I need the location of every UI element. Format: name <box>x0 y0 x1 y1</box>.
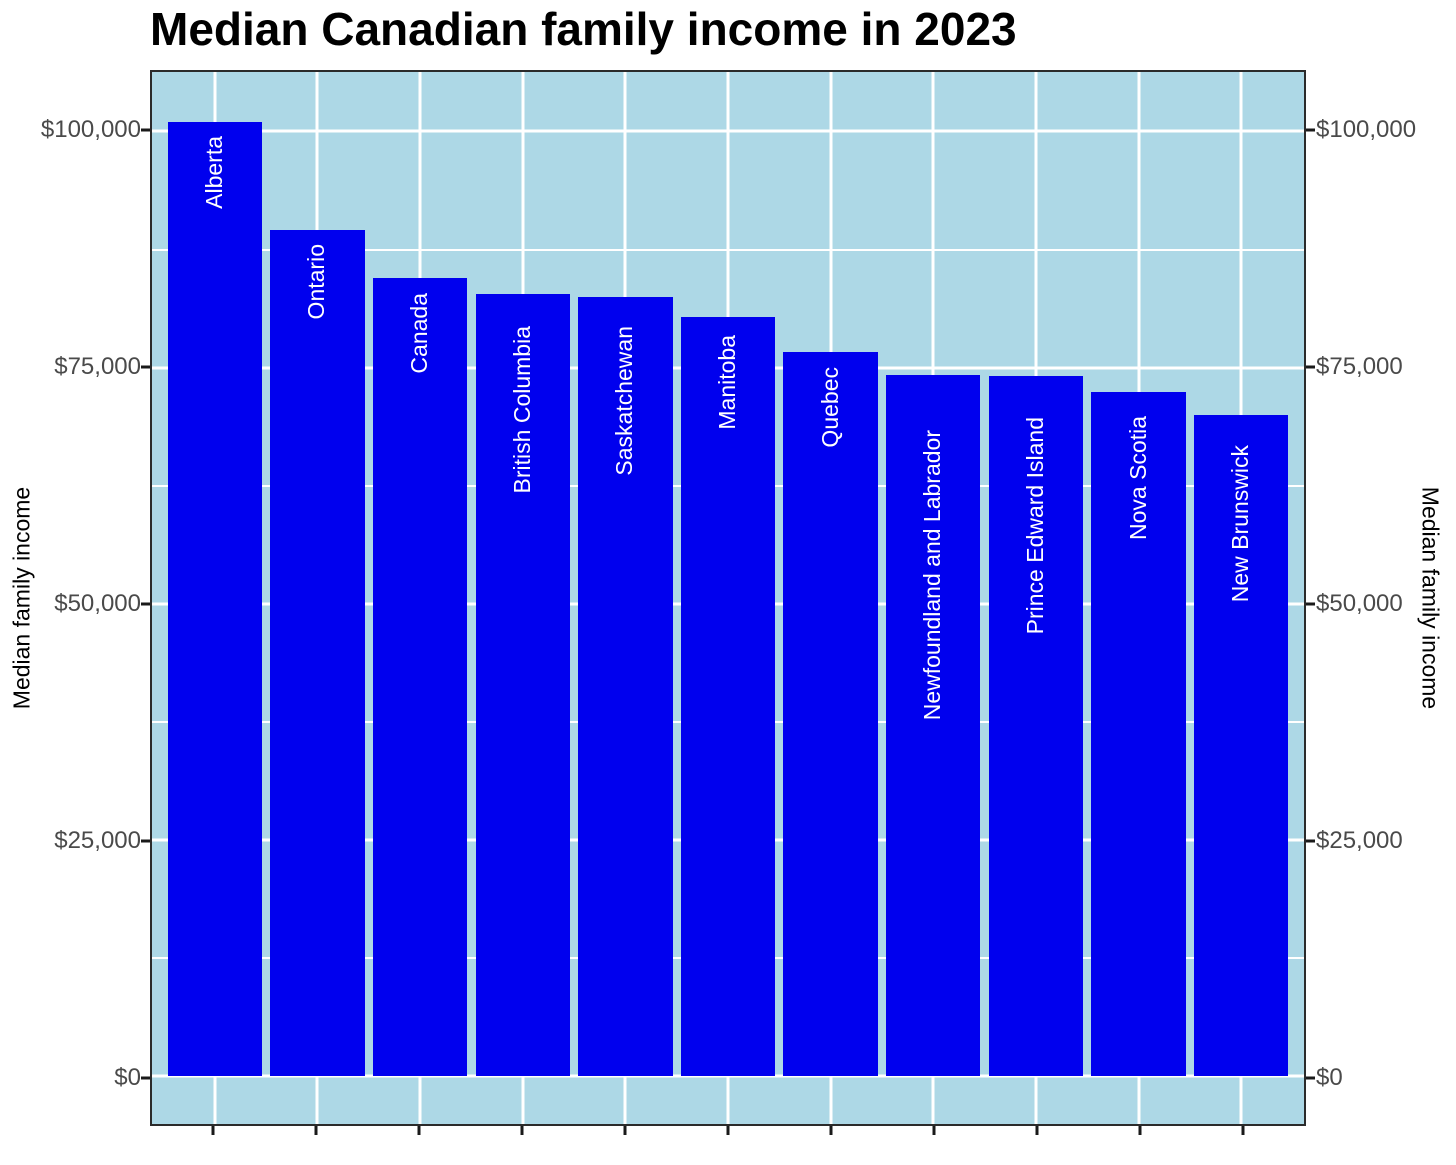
bar: Manitoba <box>680 316 776 1076</box>
x-tick-mark <box>211 1126 215 1135</box>
bar-label: Prince Edward Island <box>1022 417 1049 635</box>
x-tick-mark <box>726 1126 730 1135</box>
y-tick-mark-right <box>1306 365 1315 369</box>
bar-label: Quebec <box>816 366 843 448</box>
bar: Prince Edward Island <box>988 376 1084 1076</box>
y-tick-mark-left <box>141 1076 150 1080</box>
y-tick-mark-left <box>141 839 150 843</box>
x-tick-mark <box>1035 1126 1039 1135</box>
x-tick-mark <box>1241 1126 1245 1135</box>
y-tick-mark-right <box>1306 602 1315 606</box>
bar: New Brunswick <box>1193 414 1289 1076</box>
bar-label: Canada <box>406 292 433 374</box>
x-tick-mark <box>623 1126 627 1135</box>
y-tick-label-left: $50,000 <box>54 589 141 617</box>
bar-label: Newfoundland and Labrador <box>919 430 946 721</box>
y-tick-label-left: $75,000 <box>54 352 141 380</box>
x-tick-mark <box>829 1126 833 1135</box>
y-tick-label-right: $75,000 <box>1316 352 1403 380</box>
y-tick-mark-right <box>1306 128 1315 132</box>
bar: British Columbia <box>475 293 570 1076</box>
bar-label: Saskatchewan <box>611 325 638 476</box>
bar: Newfoundland and Labrador <box>886 375 981 1076</box>
y-tick-mark-left <box>141 365 150 369</box>
x-tick-mark <box>520 1126 524 1135</box>
y-tick-mark-right <box>1306 1076 1315 1080</box>
y-tick-label-right: $100,000 <box>1316 115 1417 143</box>
y-tick-label-left: $100,000 <box>40 115 141 143</box>
bar-label: British Columbia <box>508 325 535 494</box>
bar-label: Nova Scotia <box>1124 416 1151 541</box>
bar: Canada <box>372 277 468 1076</box>
y-tick-mark-right <box>1306 839 1315 843</box>
x-tick-mark <box>417 1126 421 1135</box>
bar-label: New Brunswick <box>1227 444 1254 603</box>
bar: Saskatchewan <box>578 296 673 1076</box>
y-tick-label-left: $0 <box>114 1063 141 1091</box>
y-tick-label-right: $25,000 <box>1316 826 1403 854</box>
bar: Ontario <box>270 229 365 1076</box>
bar-label: Alberta <box>201 136 228 209</box>
bar: Alberta <box>167 122 263 1076</box>
bar-label: Ontario <box>303 243 330 320</box>
x-tick-mark <box>932 1126 936 1135</box>
chart-title: Median Canadian family income in 2023 <box>150 3 1017 55</box>
y-tick-label-right: $50,000 <box>1316 589 1403 617</box>
x-tick-mark <box>314 1126 318 1135</box>
x-tick-mark <box>1138 1126 1142 1135</box>
y-axis-title-right: Median family income <box>1417 486 1444 710</box>
bar: Quebec <box>783 351 878 1076</box>
y-tick-mark-left <box>141 128 150 132</box>
bar-label: Manitoba <box>714 334 741 430</box>
plot-panel: Alberta Ontario Canada British Columbia Sask… <box>150 70 1306 1126</box>
y-tick-label-left: $25,000 <box>54 826 141 854</box>
y-tick-label-right: $0 <box>1316 1063 1343 1091</box>
y-tick-mark-left <box>141 602 150 606</box>
bar: Nova Scotia <box>1091 392 1186 1076</box>
